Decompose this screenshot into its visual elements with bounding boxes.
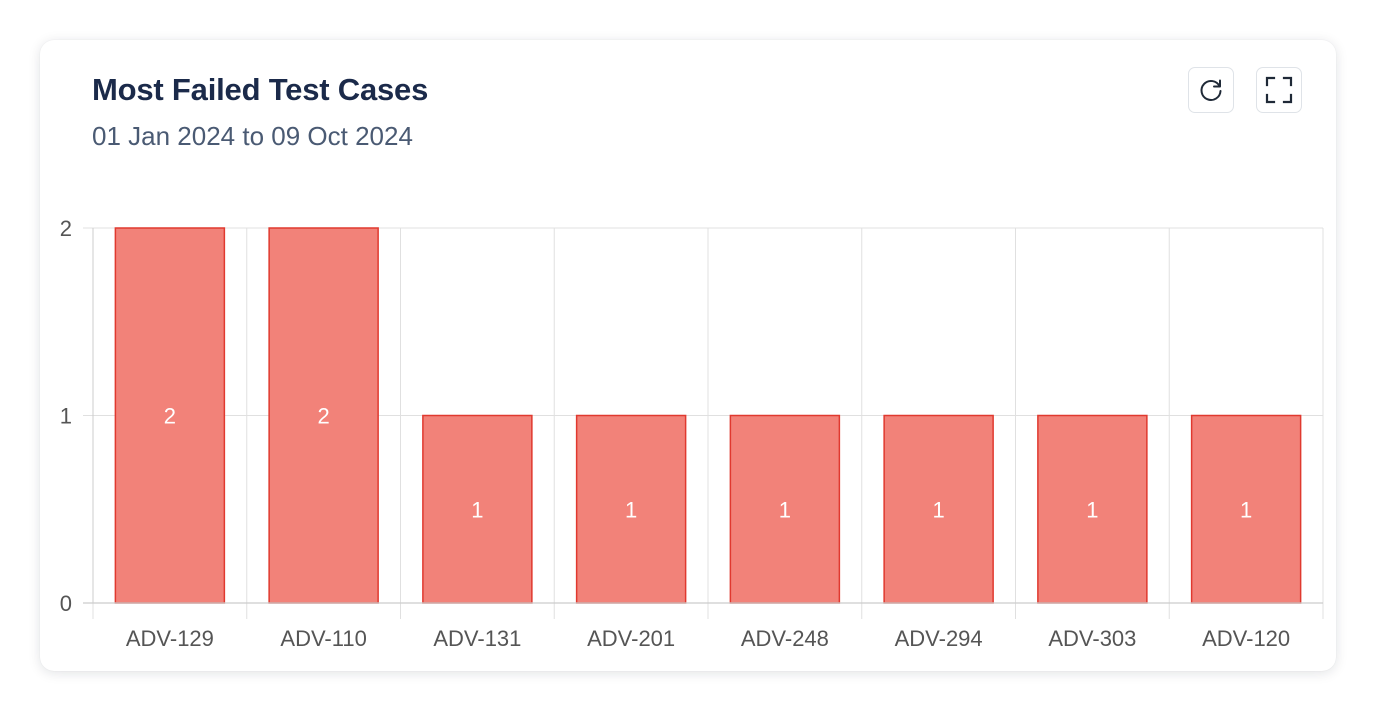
chart-title: Most Failed Test Cases	[92, 72, 429, 107]
bar-value-label: 1	[779, 497, 791, 522]
fullscreen-icon	[1265, 76, 1293, 104]
x-tick-label: ADV-303	[1048, 626, 1136, 651]
bar-value-label: 1	[1240, 497, 1252, 522]
bar	[114, 227, 226, 604]
refresh-icon	[1197, 76, 1225, 104]
bar-value-label: 1	[1086, 497, 1098, 522]
bar-value-label: 2	[164, 404, 176, 429]
bar	[729, 414, 841, 604]
y-tick-label: 1	[60, 404, 72, 429]
x-tick-label: ADV-129	[126, 626, 214, 651]
bar	[1037, 414, 1148, 604]
y-tick-label: 0	[60, 591, 72, 616]
bar	[575, 414, 687, 604]
bar-value-label: 1	[933, 497, 945, 522]
y-tick-label: 2	[60, 216, 72, 241]
bar-value-label: 2	[318, 404, 330, 429]
fullscreen-button[interactable]	[1256, 67, 1302, 113]
bar	[1190, 414, 1302, 604]
bar-value-label: 1	[471, 497, 483, 522]
chart-card: Most Failed Test Cases 01 Jan 2024 to 09…	[40, 40, 1336, 671]
x-tick-label: ADV-120	[1202, 626, 1290, 651]
x-tick-label: ADV-201	[587, 626, 675, 651]
date-range-subtitle: 01 Jan 2024 to 09 Oct 2024	[92, 121, 413, 151]
refresh-button[interactable]	[1188, 67, 1234, 113]
x-tick-label: ADV-110	[280, 626, 366, 651]
bar-value-label: 1	[625, 497, 637, 522]
x-tick-label: ADV-131	[433, 626, 521, 651]
x-tick-label: ADV-248	[741, 626, 829, 651]
x-tick-label: ADV-294	[895, 626, 983, 651]
bar	[268, 227, 379, 604]
bar	[883, 414, 994, 604]
